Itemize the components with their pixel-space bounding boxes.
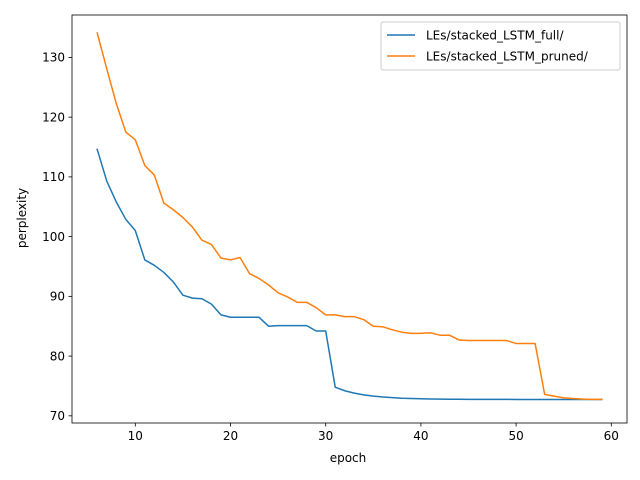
- legend-box: [380, 21, 621, 71]
- x-tick-label: 30: [318, 429, 333, 443]
- legend-label-2: LEs/stacked_LSTM_pruned/: [426, 49, 589, 63]
- x-tick-label: 10: [128, 429, 143, 443]
- y-tick-label: 100: [42, 230, 65, 244]
- y-axis-label: perplexity: [15, 188, 29, 248]
- y-tick-label: 130: [42, 51, 65, 65]
- y-tick-label: 110: [42, 170, 65, 184]
- x-axis-label: epoch: [330, 451, 367, 465]
- y-tick-label: 80: [50, 349, 65, 363]
- plot-area: [96, 32, 603, 401]
- y-tick-label: 70: [50, 409, 65, 423]
- series-line-1: [96, 148, 603, 401]
- y-tick-label: 90: [50, 290, 65, 304]
- legend-label-1: LEs/stacked_LSTM_full/: [426, 28, 564, 42]
- x-tick-label: 40: [413, 429, 428, 443]
- x-tick-label: 50: [508, 429, 523, 443]
- axes: 10 20 30 40 50 60 70 80 90 100 110 120 130: [42, 14, 628, 443]
- y-tick-label: 120: [42, 110, 65, 124]
- legend: LEs/stacked_LSTM_full/LEs/stacked_LSTM_p…: [380, 21, 621, 71]
- axes-frame: [71, 14, 628, 424]
- x-tick-label: 60: [604, 429, 619, 443]
- series-line-2: [96, 32, 603, 401]
- x-tick-label: 20: [223, 429, 238, 443]
